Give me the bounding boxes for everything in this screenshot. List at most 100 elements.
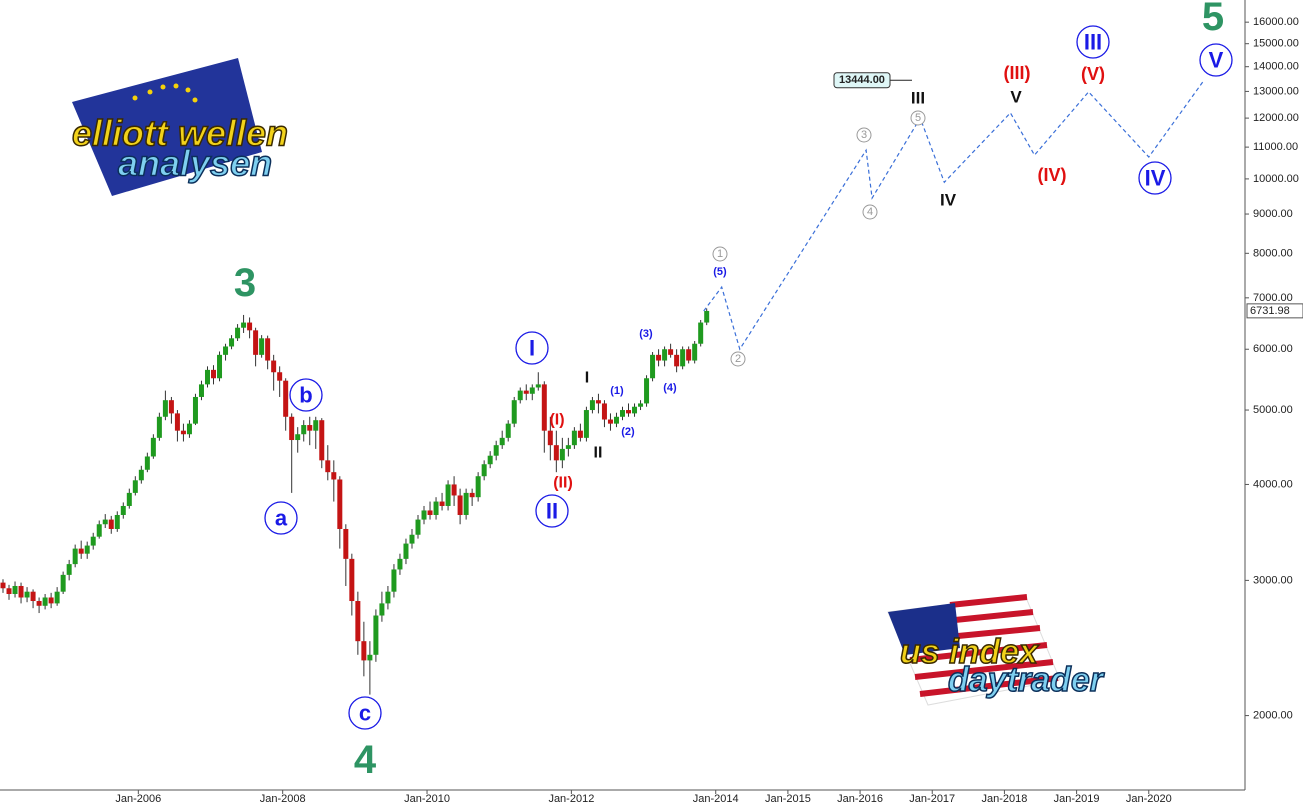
candle-body — [626, 410, 632, 414]
wave-label: V — [1209, 48, 1224, 73]
candle-body — [223, 346, 229, 355]
candle-body — [493, 445, 499, 456]
candle-body — [66, 564, 72, 575]
wave-label: 2 — [735, 353, 741, 365]
candle-body — [692, 343, 698, 361]
candle-body — [331, 472, 337, 480]
candle-body — [607, 419, 613, 424]
wave-label: I — [529, 336, 535, 361]
projection-line — [703, 81, 1204, 351]
wave-label: (1) — [610, 385, 624, 397]
price-marker — [1246, 303, 1303, 319]
label-circle — [264, 501, 298, 535]
candle-body — [241, 322, 247, 328]
candle-body — [547, 430, 553, 446]
candle-body — [517, 390, 523, 401]
y-tick-label: 10000.00 — [1253, 173, 1299, 185]
candle-body — [529, 387, 535, 394]
candle-body — [686, 349, 692, 361]
candle-body — [391, 569, 397, 592]
candle-body — [559, 448, 565, 461]
candle-body — [355, 601, 361, 642]
candle-body — [289, 416, 295, 441]
x-tick-label: Jan-2006 — [115, 793, 161, 804]
candle-body — [283, 380, 289, 417]
x-tick-label: Jan-2018 — [981, 793, 1027, 804]
wave-label: (5) — [713, 266, 727, 278]
candle-body — [481, 464, 487, 477]
wave-label: 3 — [861, 129, 867, 141]
candle-body — [535, 384, 541, 388]
candle-body — [319, 420, 325, 461]
logo-text: elliott wellen — [72, 113, 288, 154]
label-circle — [856, 127, 872, 143]
label-circle — [712, 246, 728, 262]
candle-body — [18, 585, 24, 598]
candle-body — [385, 591, 391, 604]
candle-body — [674, 354, 680, 367]
candle-body — [644, 378, 650, 404]
candle-body — [475, 476, 481, 498]
price-marker-label: 13444.00 — [839, 74, 885, 86]
x-tick-label: Jan-2016 — [837, 793, 883, 804]
price-marker — [833, 72, 891, 89]
candle-body — [445, 484, 451, 506]
candle-body — [523, 390, 529, 394]
candle-body — [650, 354, 656, 379]
candle-body — [499, 437, 505, 446]
candle-body — [463, 492, 469, 515]
candle-body — [156, 416, 162, 438]
wave-label: 1 — [717, 248, 723, 260]
candle-body — [361, 641, 367, 661]
candle-body — [325, 460, 331, 473]
candle-body — [12, 585, 18, 594]
label-circle — [535, 494, 569, 528]
candle-body — [469, 492, 475, 498]
candle-body — [211, 369, 217, 379]
candle-body — [108, 519, 114, 529]
wave-label: 5 — [915, 112, 921, 124]
candle-body — [102, 519, 108, 525]
x-tick-label: Jan-2012 — [548, 793, 594, 804]
wave-label: (4) — [663, 382, 677, 394]
candle-body — [72, 548, 78, 565]
elliott-logo: elliott wellen analysen — [71, 58, 289, 196]
wave-label: (III) — [1004, 63, 1031, 83]
candle-body — [30, 591, 36, 602]
candle-body — [60, 574, 66, 592]
candle-body — [120, 505, 126, 515]
wave-label: (2) — [621, 426, 635, 438]
y-tick-label: 9000.00 — [1253, 208, 1293, 220]
candle-body — [427, 510, 433, 515]
y-tick-label: 6000.00 — [1253, 343, 1293, 355]
x-tick-label: Jan-2019 — [1054, 793, 1100, 804]
candle-body — [421, 510, 427, 520]
x-tick-label: Jan-2010 — [404, 793, 450, 804]
candle-body — [42, 597, 48, 606]
y-tick-label: 2000.00 — [1253, 710, 1293, 722]
candle-body — [6, 588, 12, 594]
candle-body — [180, 430, 186, 435]
candle-body — [565, 445, 571, 449]
wave-label: a — [275, 506, 288, 531]
label-circle — [1076, 25, 1110, 59]
flag-canton — [888, 603, 960, 655]
candle-body — [553, 445, 559, 461]
y-tick-label: 3000.00 — [1253, 574, 1293, 586]
label-circle — [515, 331, 549, 365]
candle-body — [487, 455, 493, 465]
candle-body — [656, 354, 662, 361]
x-tick-label: Jan-2014 — [693, 793, 739, 804]
wave-label: 4 — [354, 738, 377, 782]
candle-body — [595, 400, 601, 404]
price-marker-label: 6731.98 — [1250, 305, 1290, 317]
candle-body — [601, 403, 607, 420]
candle-body — [78, 548, 84, 554]
candle-body — [301, 425, 307, 435]
x-tick-label: Jan-2020 — [1126, 793, 1172, 804]
candle-body — [174, 413, 180, 431]
logo-text: us index — [900, 633, 1040, 671]
wave-label: 4 — [867, 206, 873, 218]
